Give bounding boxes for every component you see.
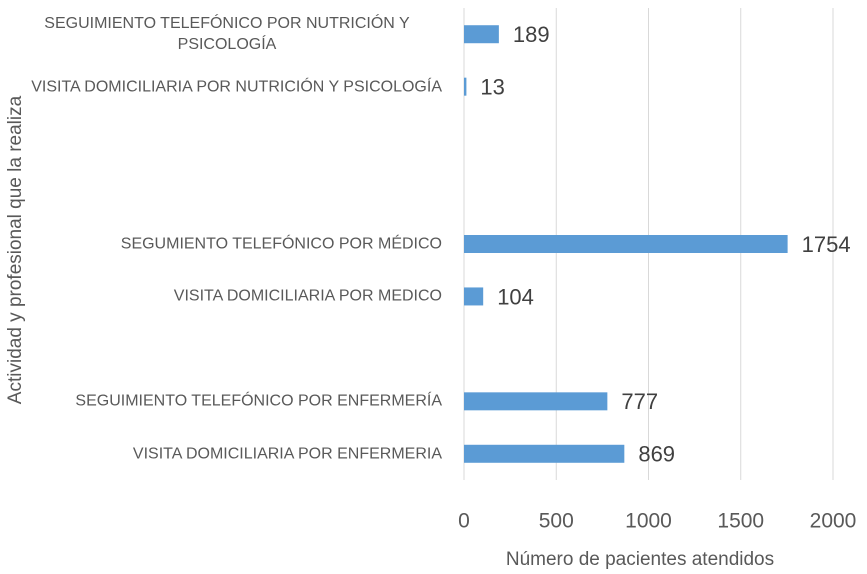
y-tick-label: VISITA DOMICILIARIA POR NUTRICIÓN Y PSIC… [31, 78, 442, 96]
bar [464, 444, 625, 463]
x-axis-title: Número de pacientes atendidos [506, 549, 774, 570]
x-tick-label: 500 [539, 510, 574, 533]
bar [464, 77, 467, 96]
data-label: 869 [638, 442, 675, 467]
y-tick-label: SEGUIMIENTO TELEFÓNICO POR NUTRICIÓN Y P… [44, 15, 410, 54]
bar [464, 235, 788, 253]
data-label: 104 [497, 284, 534, 309]
x-tick-label: 2000 [810, 510, 857, 533]
y-tick-label: SEGUIMIENTO TELEFÓNICO POR ENFERMERÍA [75, 392, 442, 410]
y-axis-title: Actividad y profesional que la realiza [5, 95, 26, 404]
y-tick-label: SEGUMIENTO TELEFÓNICO POR MÉDICO [120, 235, 442, 253]
data-label: 189 [513, 22, 550, 47]
data-label: 13 [480, 74, 504, 99]
bar [464, 287, 484, 306]
x-tick-label: 1500 [717, 510, 764, 533]
x-tick-label: 0 [458, 510, 470, 533]
x-tick-label: 1000 [625, 510, 672, 533]
data-label: 1754 [802, 232, 851, 257]
bar [464, 25, 499, 44]
y-tick-label: VISITA DOMICILIARIA POR MEDICO [173, 287, 442, 305]
bar [464, 392, 608, 411]
y-tick-label: VISITA DOMICILIARIA POR ENFERMERIA [132, 445, 442, 463]
data-label: 777 [621, 389, 658, 414]
